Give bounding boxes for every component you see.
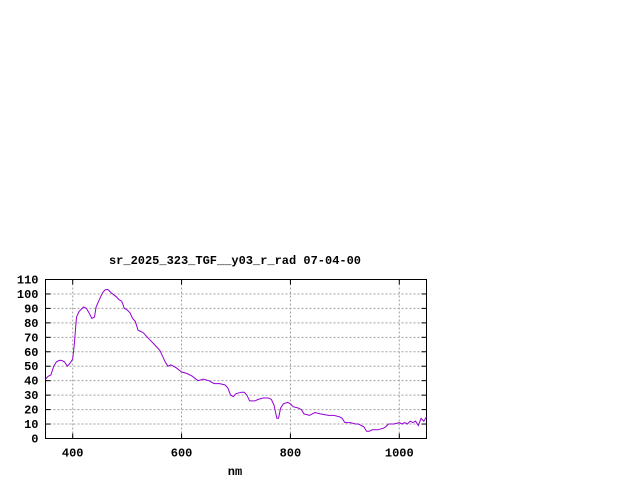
series-line xyxy=(45,289,427,432)
x-tick-label: 600 xyxy=(171,447,193,461)
y-tick-label: 60 xyxy=(24,346,38,360)
y-tick-label: 40 xyxy=(24,375,38,389)
y-tick-label: 70 xyxy=(24,331,38,345)
grid xyxy=(45,279,427,439)
y-tick-label: 0 xyxy=(31,433,38,447)
y-tick-label: 50 xyxy=(24,360,38,374)
y-tick-label: 80 xyxy=(24,317,38,331)
x-tick-label: 800 xyxy=(280,447,302,461)
y-tick-label: 100 xyxy=(17,288,39,302)
x-tick-label: 400 xyxy=(62,447,84,461)
x-axis-label: nm xyxy=(228,465,242,479)
x-tick-label: 1000 xyxy=(385,447,414,461)
y-tick-label: 10 xyxy=(24,418,38,432)
y-tick-label: 110 xyxy=(17,274,39,288)
y-tick-label: 90 xyxy=(24,302,38,316)
y-tick-label: 30 xyxy=(24,389,38,403)
plot-border xyxy=(45,279,427,439)
y-tick-label: 20 xyxy=(24,404,38,418)
chart-title: sr_2025_323_TGF__y03_r_rad 07-04-00 xyxy=(109,254,361,268)
